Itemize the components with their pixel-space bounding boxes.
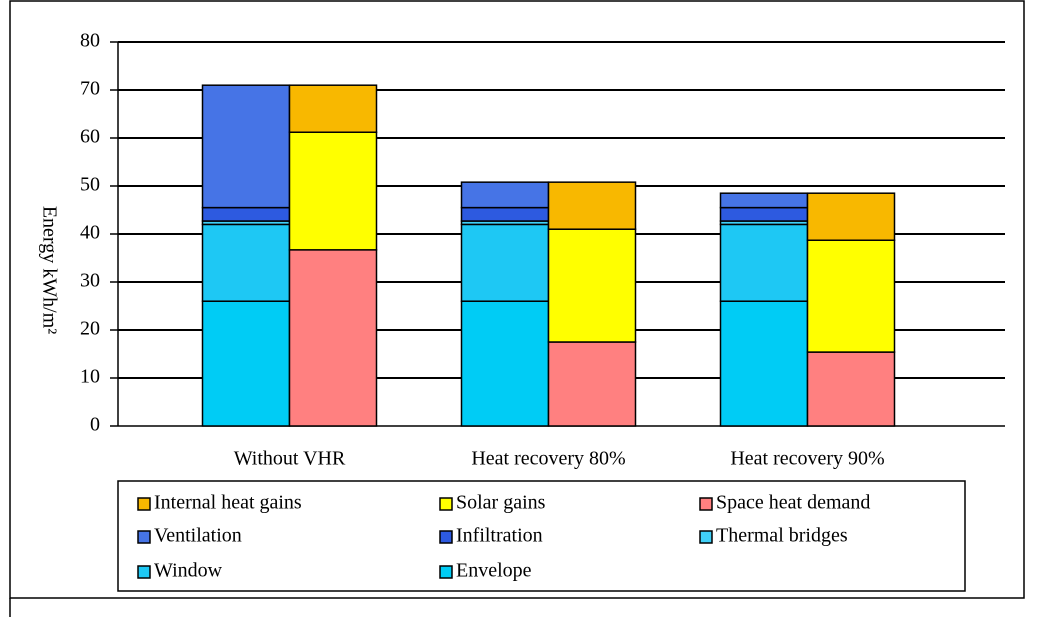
legend-swatch — [439, 530, 453, 544]
legend-label: Internal heat gains — [154, 492, 302, 514]
y-tick-label: 30 — [80, 270, 100, 292]
bar-segment — [719, 206, 809, 222]
bar-segment — [719, 192, 809, 209]
x-tick-label: Heat recovery 80% — [471, 448, 625, 470]
y-tick-label: 70 — [80, 78, 100, 100]
bar-segment — [547, 228, 637, 343]
legend-label: Space heat demand — [716, 492, 870, 514]
x-tick-label: Heat recovery 90% — [730, 448, 884, 470]
bar-segment — [460, 223, 550, 302]
bar-segment — [201, 84, 291, 209]
bar-segment — [460, 181, 550, 209]
y-tick-label: 0 — [90, 414, 100, 436]
bar-segment — [460, 300, 550, 427]
legend-label: Infiltration — [456, 525, 543, 547]
legend-label: Thermal bridges — [716, 525, 848, 547]
legend-swatch — [137, 530, 151, 544]
y-axis-label: Energy kWh/m² — [38, 206, 60, 334]
legend-label: Solar gains — [456, 492, 546, 514]
bar-segment — [806, 239, 896, 353]
bar-segment — [806, 192, 896, 241]
y-tick-label: 10 — [80, 366, 100, 388]
bar-segment — [288, 84, 378, 133]
y-tick-label: 60 — [80, 126, 100, 148]
bar-segment — [460, 206, 550, 222]
legend-label: Envelope — [456, 560, 532, 582]
bar-segment — [201, 206, 291, 222]
bar-segment — [719, 223, 809, 302]
legend-swatch — [137, 497, 151, 511]
bar-segment — [547, 181, 637, 230]
bar-segment — [201, 300, 291, 427]
legend-swatch — [439, 497, 453, 511]
y-tick-label: 40 — [80, 222, 100, 244]
bar-segment — [547, 341, 637, 427]
y-tick-label: 80 — [80, 30, 100, 52]
bar-segment — [288, 131, 378, 251]
chart-frame — [9, 0, 1025, 599]
x-tick-label: Without VHR — [234, 448, 346, 470]
legend-label: Ventilation — [154, 525, 242, 547]
bar-segment — [806, 351, 896, 427]
bar-segment — [719, 300, 809, 427]
legend-label: Window — [154, 560, 223, 582]
y-tick-label: 20 — [80, 318, 100, 340]
bar-segment — [201, 223, 291, 302]
legend-swatch — [137, 565, 151, 579]
legend-swatch — [439, 565, 453, 579]
legend-box — [117, 480, 966, 592]
legend-swatch — [699, 497, 713, 511]
bar-segment — [288, 249, 378, 427]
y-tick-label: 50 — [80, 174, 100, 196]
legend-swatch — [699, 530, 713, 544]
